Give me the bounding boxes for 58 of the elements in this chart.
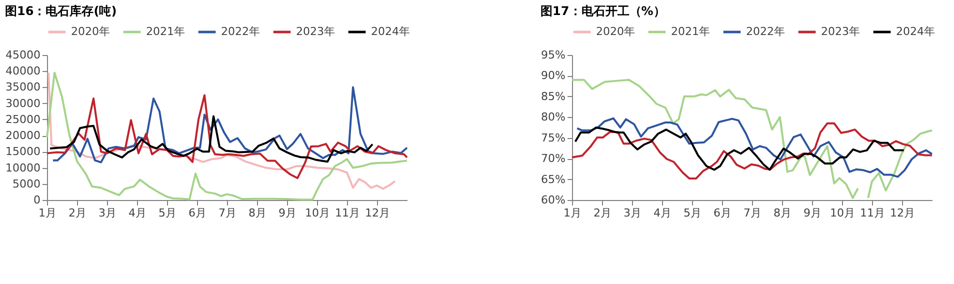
legend-label: 2024年 xyxy=(896,25,935,38)
x-tick-label: 9月 xyxy=(278,206,296,220)
x-tick-label: 3月 xyxy=(98,206,116,220)
legend-label: 2021年 xyxy=(146,25,185,38)
y-tick-label: 65% xyxy=(541,172,566,186)
line-series xyxy=(49,115,374,163)
x-tick-label: 10月 xyxy=(305,206,330,220)
x-tick-label: 11月 xyxy=(335,206,360,220)
x-tick-label: 8月 xyxy=(774,206,792,220)
y-tick-label: 35000 xyxy=(6,80,40,94)
y-tick-label: 80% xyxy=(541,110,566,124)
legend-label: 2020年 xyxy=(596,25,635,38)
legend-label: 2022年 xyxy=(746,25,785,38)
y-tick-label: 0 xyxy=(34,194,40,206)
x-tick-label: 4月 xyxy=(654,206,672,220)
x-tick-label: 12月 xyxy=(365,206,390,220)
x-tick-label: 2月 xyxy=(68,206,86,220)
x-tick-label: 8月 xyxy=(248,206,266,220)
x-tick-label: 9月 xyxy=(804,206,822,220)
y-tick-label: 95% xyxy=(541,48,566,62)
y-tick-label: 5000 xyxy=(12,177,40,190)
x-tick-label: 2月 xyxy=(594,206,612,220)
line-series xyxy=(46,94,408,180)
legend-label: 2024年 xyxy=(371,25,410,38)
x-tick-label: 1月 xyxy=(564,206,582,220)
y-tick-label: 30000 xyxy=(6,96,40,110)
legend-label: 2021年 xyxy=(671,25,710,38)
x-tick-label: 1月 xyxy=(38,206,56,220)
line-series xyxy=(52,86,408,164)
y-tick-label: 40000 xyxy=(6,64,40,78)
x-tick-label: 7月 xyxy=(744,206,762,220)
chart-title: 图16：电石库存(吨) xyxy=(5,4,117,18)
y-tick-label: 10000 xyxy=(6,161,40,174)
x-tick-label: 3月 xyxy=(624,206,642,220)
legend-label: 2020年 xyxy=(71,25,110,38)
x-tick-label: 6月 xyxy=(188,206,206,220)
chart-title: 图17：电石开工（%） xyxy=(540,4,666,18)
legend-label: 2022年 xyxy=(221,25,260,38)
x-tick-label: 7月 xyxy=(218,206,236,220)
x-tick-label: 10月 xyxy=(830,206,855,220)
y-tick-label: 25000 xyxy=(6,112,40,126)
y-tick-label: 90% xyxy=(541,69,566,82)
x-tick-label: 5月 xyxy=(158,206,176,220)
legend-label: 2023年 xyxy=(821,25,860,38)
y-tick-label: 70% xyxy=(541,152,566,166)
legend-label: 2023年 xyxy=(296,25,335,38)
y-tick-label: 60% xyxy=(541,194,566,206)
y-tick-label: 75% xyxy=(541,131,566,144)
x-tick-label: 4月 xyxy=(128,206,146,220)
y-tick-label: 85% xyxy=(541,90,566,103)
x-tick-label: 12月 xyxy=(890,206,915,220)
x-tick-label: 11月 xyxy=(860,206,885,220)
x-tick-label: 5月 xyxy=(684,206,702,220)
y-tick-label: 45000 xyxy=(6,48,40,62)
x-tick-label: 6月 xyxy=(714,206,732,220)
y-tick-label: 20000 xyxy=(6,129,40,142)
line-series xyxy=(574,126,905,171)
y-tick-label: 15000 xyxy=(6,145,40,158)
